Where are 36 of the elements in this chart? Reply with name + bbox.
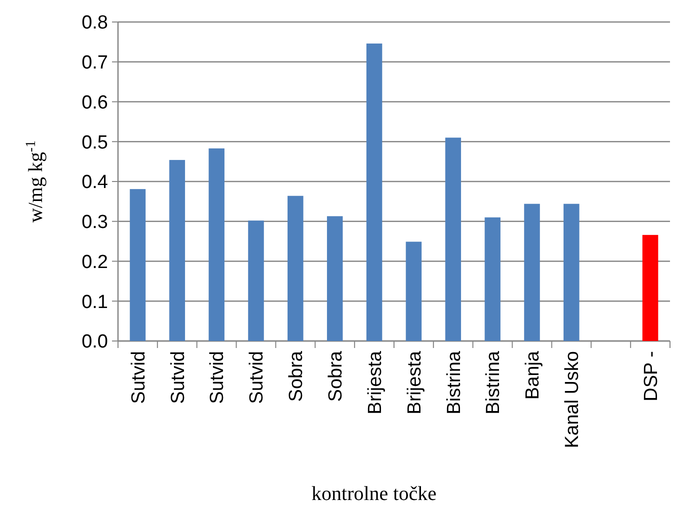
y-tick-label: 0.5 (82, 132, 108, 154)
bar (130, 189, 146, 341)
x-tick-label: Brijesta (404, 350, 426, 414)
x-tick-label: Sutvid (207, 351, 228, 404)
y-tick-label: 0.8 (82, 12, 108, 34)
bar (248, 220, 264, 341)
bar (169, 160, 186, 341)
y-tick-label: 0.3 (82, 212, 108, 234)
y-tick-label: 0.0 (82, 332, 108, 353)
y-tick-label: 0.4 (82, 172, 108, 194)
y-tick-label: 0.6 (82, 92, 108, 114)
x-tick-label: Bistrina (483, 350, 504, 414)
x-tick-label: Sutvid (128, 351, 150, 404)
bar (326, 216, 343, 341)
bar (208, 148, 224, 341)
x-axis-title: kontrolne točke (312, 483, 437, 505)
bar (484, 217, 500, 341)
y-tick-label: 0.7 (82, 52, 108, 74)
bar (642, 234, 658, 341)
bar (524, 204, 540, 341)
bar (366, 44, 382, 341)
x-tick-label: DSP - (640, 351, 662, 402)
bar (288, 196, 304, 341)
x-tick-label: Kanal Usko (562, 351, 584, 448)
x-tick-label: Sutvid (246, 351, 268, 404)
y-tick-label: 0.1 (82, 292, 108, 313)
x-tick-label: Sobra (326, 350, 347, 402)
x-tick-label: Banja (522, 350, 544, 400)
x-tick-label: Sutvid (168, 351, 189, 404)
y-tick-label: 0.2 (82, 252, 108, 273)
bar (564, 204, 580, 341)
x-tick-label: Bistrina (444, 350, 465, 414)
x-tick-label: Sobra (286, 350, 308, 402)
bar (406, 242, 422, 341)
bar (445, 138, 462, 341)
x-tick-label: Brijesta (364, 350, 386, 414)
